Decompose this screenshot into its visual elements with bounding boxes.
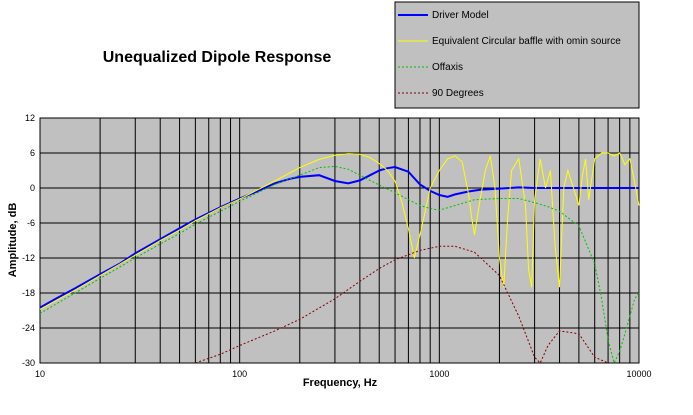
chart-title: Unequalized Dipole Response: [103, 49, 332, 66]
series-line-3: [39, 165, 640, 365]
x-tick-label: 1000: [429, 369, 449, 379]
legend-label-1: Driver Model: [432, 10, 489, 21]
series-layer: [39, 152, 640, 365]
y-tick-label: -24: [22, 323, 35, 333]
legend-label-2: Equivalent Circular baffle with omin sou…: [432, 36, 621, 47]
series-line-2: [39, 152, 640, 310]
x-tick-label: 10000: [626, 369, 651, 379]
x-tick-label: 100: [232, 369, 247, 379]
y-tick-label: 12: [25, 113, 35, 123]
legend-box: [394, 1, 640, 109]
y-tick-label: 0: [30, 183, 35, 193]
y-axis-title: Amplitude, dB: [7, 203, 19, 278]
x-axis-title: Frequency, Hz: [303, 377, 378, 389]
legend-label-4: 90 Degrees: [432, 88, 484, 99]
legend-label-3: Offaxis: [432, 62, 463, 73]
plot-area: [39, 117, 640, 364]
series-line-1: [39, 165, 639, 309]
y-tick-label: -18: [22, 288, 35, 298]
legend: Driver Model Equivalent Circular baffle w…: [394, 1, 640, 109]
y-tick-label: 6: [30, 148, 35, 158]
y-tick-label: -12: [22, 253, 35, 263]
y-tick-label: -30: [22, 358, 35, 368]
y-tick-label: -6: [27, 218, 35, 228]
grid: [39, 117, 639, 364]
x-tick-label: 10: [35, 369, 45, 379]
